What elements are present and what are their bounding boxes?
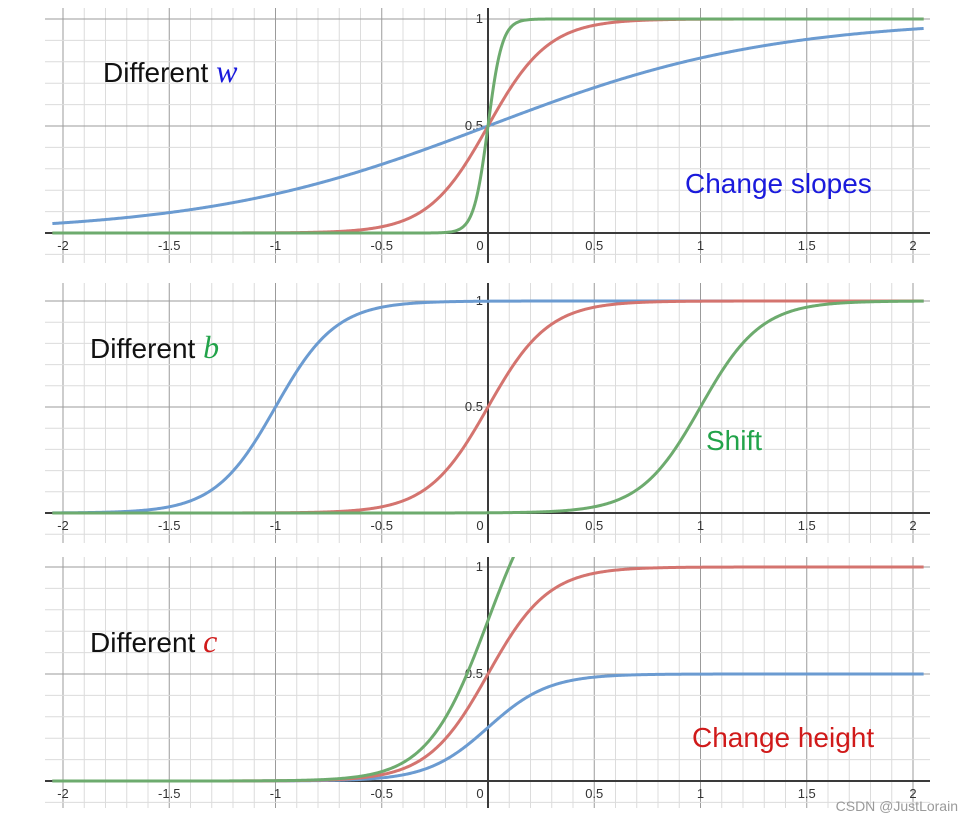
x-tick-label: 2 xyxy=(909,238,916,253)
panel-label-prefix: Different xyxy=(90,627,203,658)
x-tick-label: 1.5 xyxy=(798,238,816,253)
panel-label: Different c xyxy=(90,623,217,659)
x-tick-label: 1 xyxy=(697,238,704,253)
x-tick-label: 2 xyxy=(909,786,916,801)
x-tick-label: -0.5 xyxy=(371,238,393,253)
panel-label-variable: b xyxy=(203,329,219,365)
panel-annotation: Change slopes xyxy=(685,168,872,199)
panel-annotation: Change height xyxy=(692,722,874,753)
x-tick-label: 0 xyxy=(476,238,483,253)
series-line-green xyxy=(51,557,516,783)
x-tick-label: 0 xyxy=(476,786,483,801)
x-tick-label: -1.5 xyxy=(158,518,180,533)
x-tick-label: -2 xyxy=(57,786,69,801)
x-tick-label: 0.5 xyxy=(585,786,603,801)
panel-label-variable: w xyxy=(216,53,238,89)
y-tick-label: 0.5 xyxy=(465,399,483,414)
series-group xyxy=(51,17,925,235)
x-tick-label: 1 xyxy=(697,518,704,533)
series-group xyxy=(51,299,925,515)
x-tick-label: 0 xyxy=(476,518,483,533)
x-tick-label: 0.5 xyxy=(585,238,603,253)
panel-label-prefix: Different xyxy=(103,57,216,88)
x-tick-label: 1.5 xyxy=(798,518,816,533)
x-tick-label: -1.5 xyxy=(158,786,180,801)
x-tick-label: -1 xyxy=(270,518,282,533)
x-tick-label: -1.5 xyxy=(158,238,180,253)
panel-label: Different b xyxy=(90,329,219,365)
y-tick-label: 1 xyxy=(476,11,483,26)
panel-annotation: Shift xyxy=(706,425,762,456)
series-line-green xyxy=(51,299,925,515)
x-tick-label: -0.5 xyxy=(371,518,393,533)
x-tick-label: -2 xyxy=(57,518,69,533)
x-tick-label: -2 xyxy=(57,238,69,253)
x-tick-label: -0.5 xyxy=(371,786,393,801)
panel-label-variable: c xyxy=(203,623,217,659)
x-tick-label: -1 xyxy=(270,786,282,801)
watermark: CSDN @JustLorain xyxy=(835,798,958,814)
y-tick-label: 1 xyxy=(476,559,483,574)
x-tick-label: 2 xyxy=(909,518,916,533)
x-tick-label: 1.5 xyxy=(798,786,816,801)
x-tick-label: -1 xyxy=(270,238,282,253)
panel-label-prefix: Different xyxy=(90,333,203,364)
x-tick-label: 1 xyxy=(697,786,704,801)
x-tick-label: 0.5 xyxy=(585,518,603,533)
series-line-green xyxy=(51,17,925,235)
panel-label: Different w xyxy=(103,53,238,89)
series-group xyxy=(51,557,925,783)
